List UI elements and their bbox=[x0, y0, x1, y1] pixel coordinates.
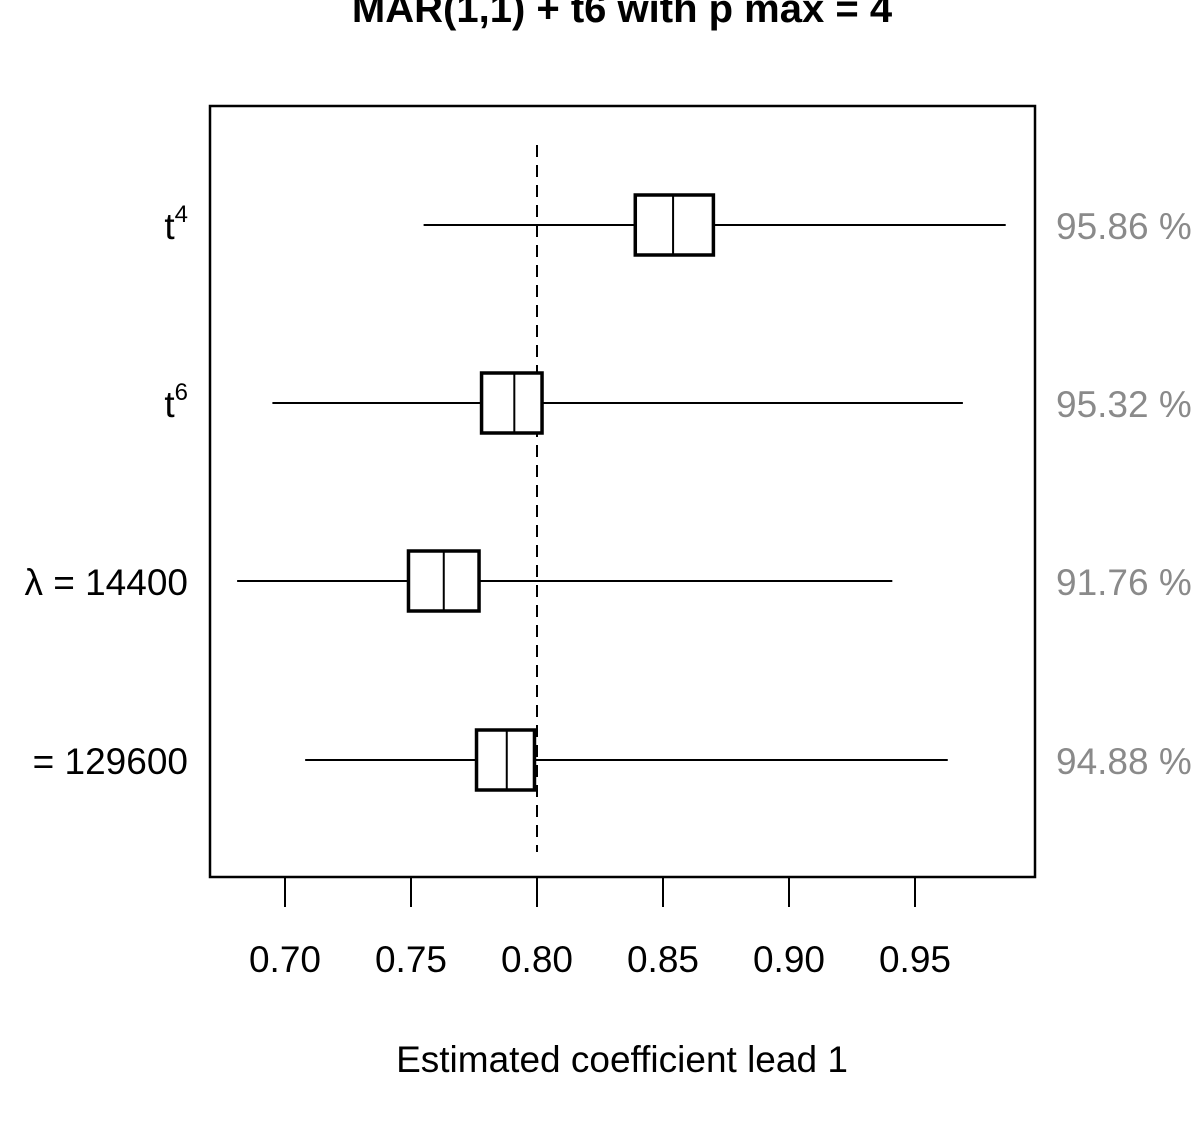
row-label: λ = 14400 bbox=[24, 562, 188, 603]
estimate-box bbox=[633, 193, 716, 257]
row-label-superscript: 6 bbox=[175, 379, 188, 406]
row-label-text: λ = 14400 bbox=[24, 562, 188, 603]
chart-title: MAR(1,1) + t6 with p max = 4 bbox=[352, 0, 893, 31]
x-tick-label: 0.80 bbox=[501, 939, 573, 980]
estimate-box bbox=[474, 728, 537, 792]
x-axis-label: Estimated coefficient lead 1 bbox=[396, 1039, 848, 1080]
row-label: t6 bbox=[164, 379, 188, 425]
x-tick-label: 0.70 bbox=[249, 939, 321, 980]
plot-frame bbox=[208, 104, 1037, 879]
coverage-label: 94.88 % bbox=[1056, 741, 1192, 782]
estimate-box bbox=[479, 371, 544, 435]
forest-row: λ = 14400 91.76 % bbox=[24, 549, 1192, 613]
x-tick-label: 0.75 bbox=[375, 939, 447, 980]
forest-row: t4 95.86 % bbox=[164, 193, 1192, 257]
row-label-text: t bbox=[164, 206, 175, 247]
x-tick-label: 0.85 bbox=[627, 939, 699, 980]
coverage-label: 95.32 % bbox=[1056, 384, 1192, 425]
row-label: t4 bbox=[164, 201, 188, 247]
forest-row: t6 95.32 % bbox=[164, 371, 1192, 435]
x-tick-label: 0.90 bbox=[753, 939, 825, 980]
x-tick-label: 0.95 bbox=[879, 939, 951, 980]
coverage-label: 95.86 % bbox=[1056, 206, 1192, 247]
row-label-superscript: 4 bbox=[175, 201, 188, 228]
coverage-label: 91.76 % bbox=[1056, 562, 1192, 603]
row-label-text: = 129600 bbox=[33, 741, 188, 782]
forest-row: = 129600 94.88 % bbox=[33, 728, 1192, 792]
row-label: = 129600 bbox=[33, 741, 188, 782]
row-label-text: t bbox=[164, 384, 175, 425]
